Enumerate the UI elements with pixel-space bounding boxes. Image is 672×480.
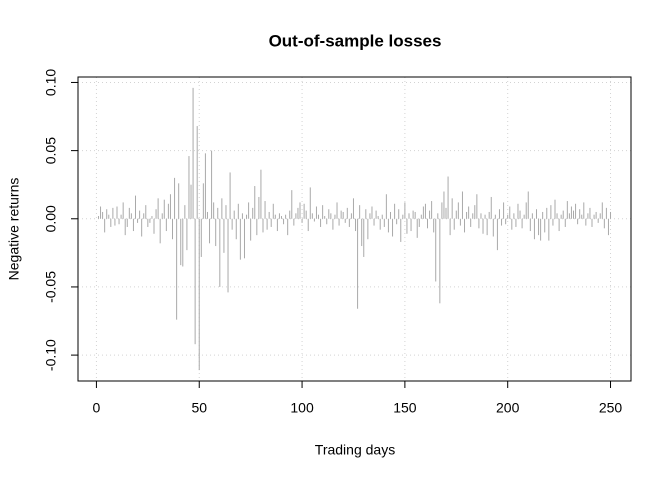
- x-tick-label: 50: [191, 400, 207, 416]
- x-tick-label: 250: [599, 400, 623, 416]
- y-tick-label: -0.10: [43, 339, 59, 371]
- x-axis-label: Trading days: [315, 442, 395, 458]
- y-tick-label: -0.05: [43, 271, 59, 303]
- x-tick-label: 200: [496, 400, 520, 416]
- x-tick-label: 0: [93, 400, 101, 416]
- x-tick-label: 100: [290, 400, 314, 416]
- plot-frame: [77, 76, 632, 382]
- y-tick-label: 0.10: [43, 69, 59, 96]
- x-tick-label: 150: [393, 400, 417, 416]
- chart-title: Out-of-sample losses: [269, 31, 442, 50]
- y-axis-label: Negative returns: [6, 178, 22, 281]
- y-tick-label: 0.00: [43, 205, 59, 232]
- y-tick-label: 0.05: [43, 137, 59, 164]
